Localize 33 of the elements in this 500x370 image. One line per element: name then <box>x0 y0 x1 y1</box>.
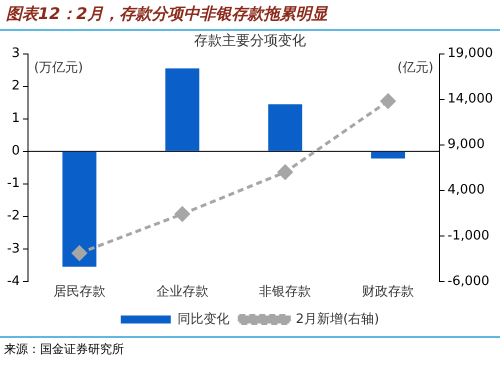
y2-tick-label: -6,000 <box>448 274 490 289</box>
bar <box>371 152 406 158</box>
y2-tick-label: 14,000 <box>448 92 494 107</box>
y2-tick-label: 4,000 <box>448 182 485 198</box>
annotation: (万亿元) <box>34 60 84 76</box>
y-tick-label: 0 <box>12 144 20 159</box>
y-tick-label: -3 <box>6 241 20 256</box>
x-tick-label: 财政存款 <box>362 284 414 300</box>
y2-tick-label: 9,000 <box>448 137 485 152</box>
bar <box>62 152 96 267</box>
x-tick-label: 居民存款 <box>53 284 106 300</box>
y-tick-label: 1 <box>12 111 20 126</box>
y-tick-label: -2 <box>6 208 20 224</box>
bar <box>165 68 200 151</box>
x-tick-label: 企业存款 <box>156 284 208 300</box>
y-tick-label: -1 <box>6 176 20 192</box>
chart-title: 图表12：2月，存款分项中非银存款拖累明显 <box>0 0 500 31</box>
y-tick-label: -4 <box>6 274 20 289</box>
legend-label: 2月新增(右轴) <box>296 312 380 327</box>
legend-label: 同比变化 <box>177 312 230 327</box>
x-tick-label: 非银存款 <box>259 284 312 300</box>
chart-subtitle: 存款主要分项变化 <box>194 33 306 50</box>
bar <box>268 104 302 151</box>
y-tick-label: 2 <box>12 78 20 94</box>
point <box>174 206 190 222</box>
annotation: (亿元) <box>397 60 434 76</box>
y-tick-label: 3 <box>12 46 20 62</box>
source-note: 来源：国金证券研究所 <box>4 341 125 358</box>
point <box>380 94 396 109</box>
point <box>72 246 87 261</box>
y2-tick-label: -1,000 <box>448 228 490 244</box>
y2-tick-label: 19,000 <box>448 46 494 62</box>
point <box>278 164 293 180</box>
